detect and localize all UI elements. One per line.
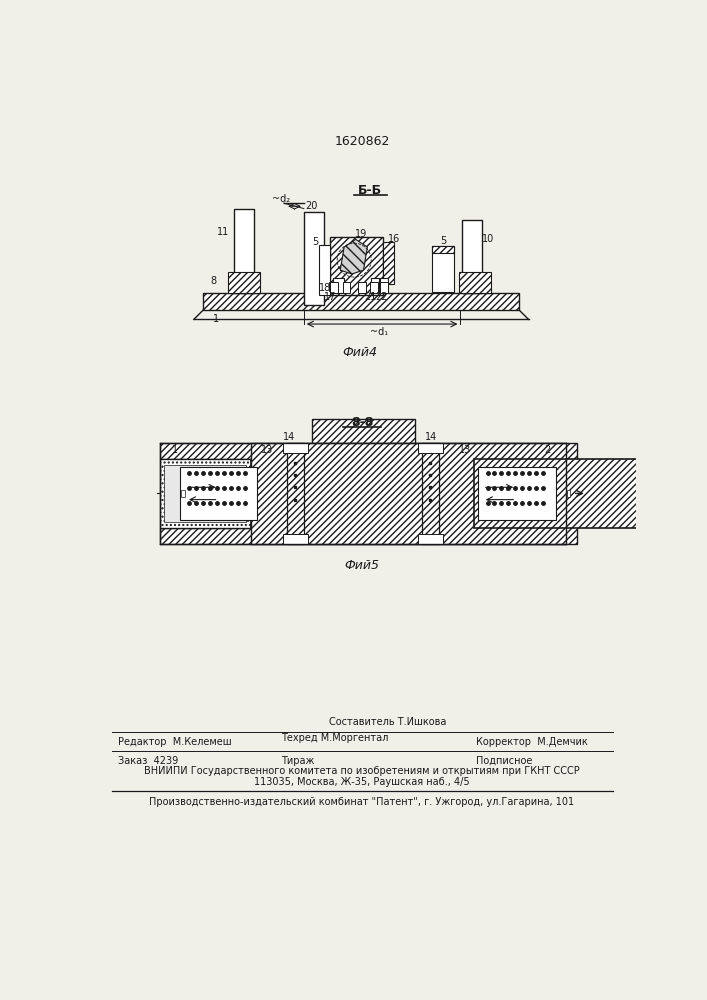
Text: 8-8: 8-8	[351, 416, 373, 429]
Bar	[459, 272, 491, 293]
Bar	[380, 282, 387, 293]
Bar	[421, 443, 438, 544]
Text: ~d₁: ~d₁	[370, 327, 388, 337]
Text: 2: 2	[544, 445, 550, 455]
Bar	[203, 293, 519, 310]
Bar	[343, 282, 351, 293]
Bar	[228, 272, 260, 293]
Bar	[474, 459, 696, 528]
Bar	[320, 245, 330, 295]
Text: Б-Б: Б-Б	[358, 184, 382, 197]
Text: 16: 16	[388, 234, 401, 244]
Text: 1620862: 1620862	[334, 135, 390, 148]
Text: 5: 5	[440, 236, 446, 246]
Text: 21: 21	[364, 292, 377, 302]
Text: Производственно-издательский комбинат "Патент", г. Ужгород, ул.Гагарина, 101: Производственно-издательский комбинат "П…	[149, 797, 575, 807]
Bar	[234, 209, 255, 293]
Bar	[478, 465, 561, 522]
Text: Техред М.Моргентал: Техред М.Моргентал	[281, 733, 388, 743]
Bar	[371, 278, 379, 292]
Bar	[312, 419, 416, 443]
Text: 5: 5	[312, 237, 319, 247]
Bar	[283, 443, 308, 453]
Text: 113035, Москва, Ж-35, Раушская наб., 4/5: 113035, Москва, Ж-35, Раушская наб., 4/5	[254, 777, 469, 787]
Text: 1: 1	[172, 445, 178, 455]
Bar	[433, 246, 454, 253]
Text: 18: 18	[320, 283, 332, 293]
Bar	[329, 282, 335, 291]
Polygon shape	[340, 239, 368, 274]
Text: 19: 19	[355, 229, 368, 239]
Bar	[333, 278, 344, 293]
Text: Подписное: Подписное	[476, 756, 532, 766]
Bar	[358, 282, 366, 293]
Bar	[462, 220, 482, 293]
Bar	[370, 282, 378, 293]
Text: 1: 1	[214, 314, 219, 324]
Text: 14: 14	[425, 432, 437, 442]
Bar	[433, 246, 454, 292]
Bar	[164, 465, 247, 522]
Text: Корректор  М.Демчик: Корректор М.Демчик	[476, 737, 588, 747]
Bar	[418, 443, 443, 453]
Bar	[160, 443, 566, 459]
Bar	[283, 534, 308, 544]
Text: Редактор  М.Келемеш: Редактор М.Келемеш	[118, 737, 231, 747]
Text: Заказ  4239: Заказ 4239	[118, 756, 178, 766]
Bar	[330, 237, 383, 295]
Text: 11: 11	[217, 227, 229, 237]
Text: 14: 14	[283, 432, 296, 442]
Bar	[251, 443, 577, 544]
Bar	[566, 490, 571, 497]
Bar	[160, 459, 251, 528]
Bar	[287, 443, 304, 544]
Text: 13: 13	[459, 445, 471, 455]
Text: 17: 17	[324, 292, 337, 302]
Text: Фий4: Фий4	[342, 346, 377, 359]
Text: 22: 22	[375, 292, 387, 302]
Text: Составитель Т.Ишкова: Составитель Т.Ишкова	[329, 717, 446, 727]
Bar	[330, 282, 338, 293]
Bar	[478, 466, 556, 520]
Bar	[182, 490, 185, 497]
Bar	[383, 242, 394, 284]
Bar	[418, 534, 443, 544]
Text: Фий5: Фий5	[344, 559, 380, 572]
Text: ВНИИПИ Государственного комитета по изобретениям и открытиям при ГКНТ СССР: ВНИИПИ Государственного комитета по изоб…	[144, 766, 580, 776]
Text: Тираж: Тираж	[281, 756, 314, 766]
Bar	[474, 459, 565, 528]
Text: 13: 13	[260, 445, 273, 455]
Text: ~d₂: ~d₂	[271, 194, 290, 204]
Text: 10: 10	[482, 234, 494, 244]
Bar	[304, 212, 324, 305]
Bar	[180, 466, 257, 520]
Bar	[380, 278, 387, 292]
Text: 8: 8	[211, 276, 217, 286]
Text: 20: 20	[305, 201, 317, 211]
Bar	[160, 528, 566, 544]
